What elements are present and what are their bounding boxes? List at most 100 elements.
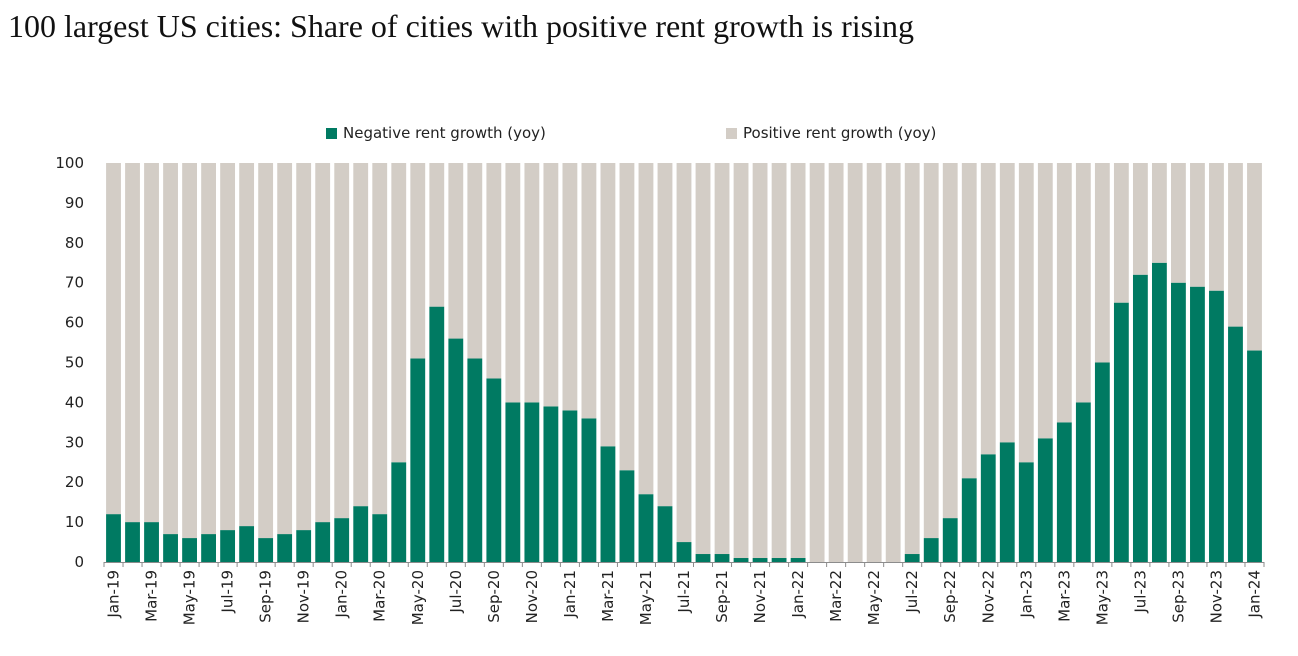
bar-positive-Nov-22 <box>980 163 996 455</box>
bar-negative-Feb-20 <box>353 506 369 562</box>
x-tick-label: Nov-23 <box>1207 570 1225 623</box>
bar-positive-Aug-22 <box>923 163 939 539</box>
bar-negative-Aug-20 <box>467 358 483 562</box>
x-tick-label: Sep-21 <box>713 570 731 623</box>
y-tick-label: 50 <box>65 354 84 372</box>
x-tick-label: Jan-23 <box>1017 570 1035 619</box>
bar-positive-Dec-20 <box>543 163 559 407</box>
bar-positive-Dec-22 <box>999 163 1015 443</box>
bar-negative-Feb-23 <box>1037 438 1053 562</box>
bar-negative-May-20 <box>410 358 426 562</box>
legend-label-negative: Negative rent growth (yoy) <box>343 124 546 142</box>
bar-positive-May-21 <box>638 163 654 495</box>
bar-positive-May-22 <box>866 163 882 562</box>
x-tick-label: Sep-19 <box>257 570 275 623</box>
bars-group <box>106 163 1262 562</box>
bar-positive-Mar-22 <box>828 163 844 562</box>
bar-negative-Jun-19 <box>201 534 216 562</box>
x-tick-label: Jan-20 <box>333 570 351 619</box>
bar-negative-Sep-20 <box>486 378 502 562</box>
legend-swatch-positive <box>726 127 737 139</box>
bar-negative-Jan-23 <box>1018 462 1034 562</box>
x-tick-label: Sep-20 <box>485 570 503 623</box>
bar-negative-Sep-19 <box>258 538 274 562</box>
bar-negative-Sep-23 <box>1171 282 1186 562</box>
bar-negative-Oct-20 <box>505 402 521 562</box>
bar-positive-Feb-20 <box>353 163 369 507</box>
bar-negative-Aug-23 <box>1151 262 1167 562</box>
bar-positive-Jul-20 <box>448 163 464 339</box>
bar-negative-Jul-22 <box>904 554 920 562</box>
x-tick-label: Jan-21 <box>561 570 579 619</box>
bar-negative-Mar-21 <box>600 446 616 562</box>
bar-negative-Aug-21 <box>695 554 711 562</box>
x-tick-label: Mar-23 <box>1055 570 1073 622</box>
bar-negative-Apr-21 <box>619 470 635 562</box>
bar-negative-Apr-19 <box>163 534 178 562</box>
bar-positive-Aug-23 <box>1151 163 1167 263</box>
x-tick-label: Jul-22 <box>903 570 921 614</box>
bar-positive-Apr-20 <box>391 163 407 463</box>
bar-positive-May-19 <box>182 163 197 539</box>
bar-positive-May-20 <box>410 163 426 359</box>
bar-negative-Jun-21 <box>657 506 673 562</box>
bar-negative-Jan-20 <box>334 518 350 562</box>
y-tick-label: 90 <box>65 194 84 212</box>
x-tick-label: Nov-21 <box>751 570 769 623</box>
x-tick-label: Jul-23 <box>1131 570 1149 614</box>
bar-negative-Dec-21 <box>771 558 787 562</box>
y-tick-label: 30 <box>65 433 84 451</box>
bar-negative-Dec-20 <box>543 406 559 562</box>
bar-negative-Jan-24 <box>1247 350 1262 562</box>
legend-swatch-negative <box>326 127 337 139</box>
x-tick-label: May-20 <box>409 570 427 625</box>
bar-negative-Feb-21 <box>581 418 597 562</box>
bar-negative-Oct-21 <box>733 558 749 562</box>
y-tick-label: 20 <box>65 473 84 491</box>
bar-positive-Jun-22 <box>885 163 901 562</box>
bar-positive-Jan-21 <box>562 163 578 411</box>
bar-positive-Nov-19 <box>296 163 312 531</box>
y-axis: 0 10 20 30 40 50 60 70 80 90 100 <box>55 154 84 571</box>
bar-positive-Apr-19 <box>163 163 178 535</box>
bar-positive-Jul-21 <box>676 163 692 543</box>
chart-legend: Negative rent growth (yoy) Positive rent… <box>0 124 1298 148</box>
bar-negative-Sep-21 <box>714 554 730 562</box>
bar-positive-Oct-23 <box>1190 163 1205 287</box>
bar-positive-Dec-21 <box>771 163 787 559</box>
bar-negative-Mar-23 <box>1056 422 1072 562</box>
bar-negative-Jul-20 <box>448 338 464 562</box>
bar-negative-May-21 <box>638 494 654 562</box>
bar-positive-Jun-23 <box>1113 163 1129 303</box>
bar-positive-Jan-22 <box>790 163 806 559</box>
x-tick-label: Jan-22 <box>789 570 807 619</box>
x-tick-label: Jul-19 <box>219 570 237 614</box>
x-axis: Jan-19 Mar-19 May-19 Jul-19 Sep-19 Nov-19 Jan-… <box>103 562 1265 625</box>
bar-negative-Nov-20 <box>524 402 540 562</box>
bar-negative-Oct-23 <box>1190 286 1205 562</box>
y-tick-label: 40 <box>65 393 84 411</box>
bar-positive-Nov-20 <box>524 163 540 403</box>
y-tick-label: 80 <box>65 234 84 252</box>
x-tick-label: Nov-20 <box>523 570 541 623</box>
bar-positive-Oct-19 <box>277 163 293 535</box>
bar-positive-Aug-19 <box>239 163 255 527</box>
bar-positive-Jun-19 <box>201 163 216 535</box>
legend-item-positive: Positive rent growth (yoy) <box>726 124 936 142</box>
bar-positive-May-23 <box>1094 163 1110 363</box>
bar-negative-Sep-22 <box>942 518 958 562</box>
bar-negative-Feb-19 <box>125 522 140 562</box>
bar-negative-Jul-19 <box>220 530 236 562</box>
bar-negative-Dec-19 <box>315 522 331 562</box>
x-tick-label: Sep-23 <box>1169 570 1187 623</box>
x-tick-label: May-22 <box>865 570 883 625</box>
bar-positive-Oct-21 <box>733 163 749 559</box>
bar-negative-Dec-22 <box>999 442 1015 562</box>
x-tick-label: Mar-22 <box>827 570 845 622</box>
bar-negative-Nov-23 <box>1209 290 1224 562</box>
bar-positive-Mar-21 <box>600 163 616 447</box>
bar-negative-Jan-22 <box>790 558 806 562</box>
bar-negative-Nov-22 <box>980 454 996 562</box>
x-tick-label: Mar-21 <box>599 570 617 622</box>
